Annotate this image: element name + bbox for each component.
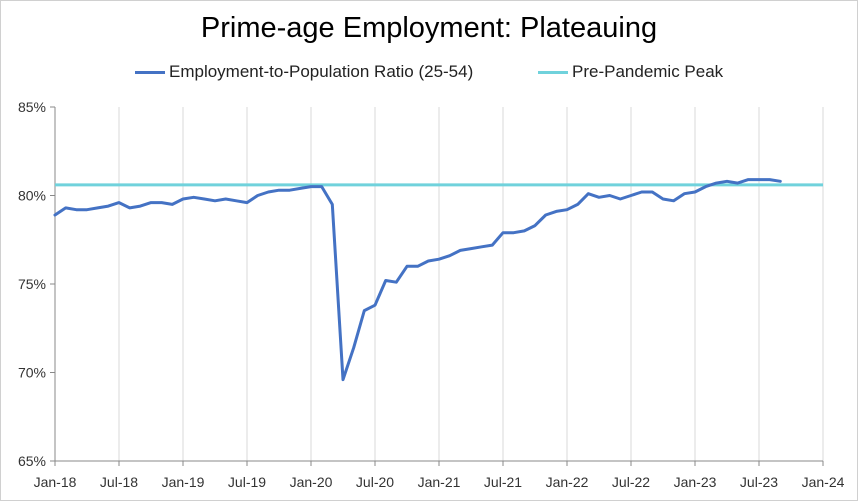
legend-entry-pre-pandemic-peak: Pre-Pandemic Peak — [538, 60, 723, 84]
y-tick-label: 70% — [18, 365, 46, 381]
chart-title: Prime-age Employment: Plateauing — [200, 12, 658, 44]
legend-entry-employment-ratio: Employment-to-Population Ratio (25-54) — [135, 60, 473, 84]
x-tick-label: Jul-21 — [484, 474, 522, 490]
x-tick-label: Jan-22 — [546, 474, 589, 490]
y-tick-label: 75% — [18, 276, 46, 292]
x-tick-label: Jan-21 — [418, 474, 461, 490]
x-tick-label: Jan-23 — [674, 474, 717, 490]
x-tick-label: Jul-22 — [612, 474, 650, 490]
y-tick-label: 85% — [18, 99, 46, 115]
legend-swatch-pre-pandemic-peak — [538, 70, 568, 74]
x-tick-label: Jul-23 — [740, 474, 778, 490]
x-tick-label: Jul-18 — [100, 474, 138, 490]
x-tick-label: Jul-20 — [356, 474, 394, 490]
legend-swatch-employment-ratio — [135, 70, 165, 74]
x-tick-label: Jul-19 — [228, 474, 266, 490]
legend: Employment-to-Population Ratio (25-54) P… — [0, 60, 858, 84]
x-tick-label: Jan-24 — [802, 474, 845, 490]
legend-label-employment-ratio: Employment-to-Population Ratio (25-54) — [169, 62, 474, 81]
legend-label-pre-pandemic-peak: Pre-Pandemic Peak — [572, 62, 724, 81]
x-tick-label: Jan-18 — [34, 474, 77, 490]
x-tick-label: Jan-19 — [162, 474, 205, 490]
y-tick-label: 65% — [18, 453, 46, 469]
series-line-employment-ratio — [53, 178, 782, 382]
y-tick-label: 80% — [18, 188, 46, 204]
x-tick-label: Jan-20 — [290, 474, 333, 490]
